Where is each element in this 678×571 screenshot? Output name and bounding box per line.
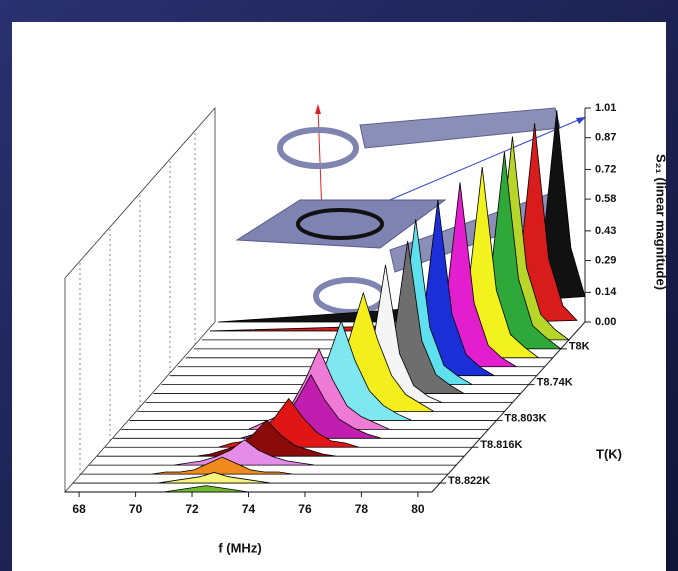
trace bbox=[105, 397, 473, 448]
trace bbox=[81, 456, 449, 475]
z-axis-line bbox=[431, 321, 586, 493]
x-tick-label: 68 bbox=[72, 502, 86, 516]
z-tick-label: T8.74K bbox=[537, 377, 573, 389]
y-tick-label: 0.14 bbox=[595, 286, 617, 298]
y-tick-label: 0.43 bbox=[595, 225, 616, 237]
x-axis-label: f (MHz) bbox=[218, 540, 261, 555]
trace bbox=[97, 419, 465, 457]
upper-loop bbox=[277, 127, 359, 169]
trace bbox=[89, 439, 457, 466]
x-tick-label: 80 bbox=[411, 502, 425, 516]
red-arrowhead bbox=[315, 104, 321, 114]
z-tick-label: T8.803K bbox=[504, 412, 546, 424]
y-tick-label: 0.72 bbox=[595, 163, 616, 175]
trace bbox=[113, 373, 481, 439]
y-tick-label: 0.00 bbox=[595, 316, 616, 328]
resonator-plate bbox=[235, 199, 447, 249]
upper-tube bbox=[359, 107, 561, 149]
blue-arrowhead bbox=[576, 117, 586, 124]
z-tick-label: T8.822K bbox=[448, 475, 490, 487]
ring-resonator bbox=[296, 208, 384, 240]
x-tick-label: 78 bbox=[355, 502, 369, 516]
z-tick-label: T8.816K bbox=[480, 439, 522, 451]
x-tick-label: 74 bbox=[242, 502, 256, 516]
x-tick-label: 72 bbox=[185, 502, 199, 516]
trace bbox=[65, 485, 432, 493]
z-axis-label: T(K) bbox=[596, 446, 622, 461]
y-tick-label: 0.58 bbox=[595, 193, 616, 205]
y-tick-label: 1.01 bbox=[595, 102, 616, 114]
side-wall bbox=[64, 106, 216, 494]
y-tick-label: 0.29 bbox=[595, 254, 616, 266]
red-arrow bbox=[317, 107, 323, 216]
y-tick-label: 0.87 bbox=[595, 132, 616, 144]
trace bbox=[73, 472, 441, 484]
wall-grid bbox=[79, 131, 196, 475]
y-axis-label: S₂₁ (linear magnitude) bbox=[654, 154, 669, 290]
x-tick-label: 70 bbox=[129, 502, 143, 516]
z-tick-label: T8K bbox=[569, 341, 590, 353]
x-tick-label: 76 bbox=[298, 502, 312, 516]
